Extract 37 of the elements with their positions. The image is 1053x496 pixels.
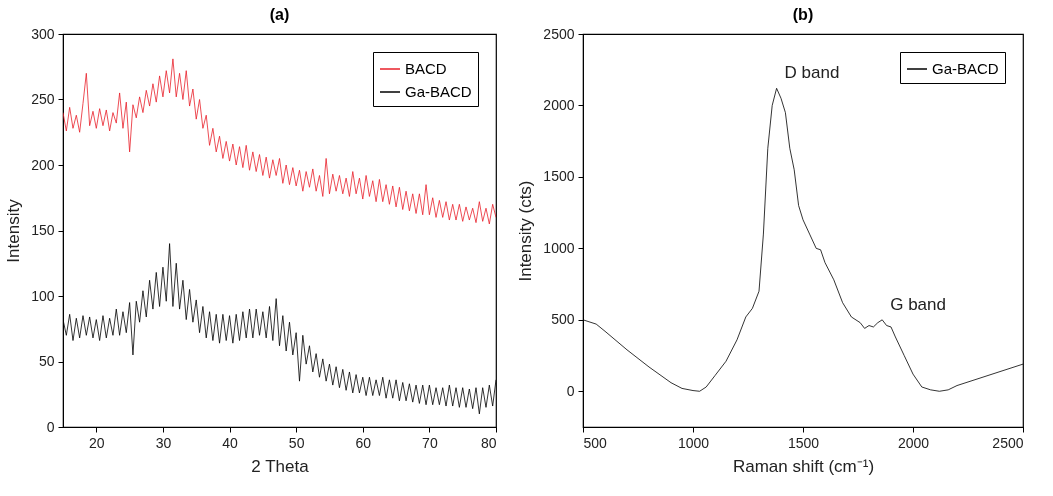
y-tick-label: 1000 — [543, 239, 575, 256]
legend-label: Ga-BACD — [405, 83, 472, 100]
y-axis-title: Intensity — [4, 198, 24, 263]
x-axis-title: 2 Theta — [251, 456, 310, 476]
y-tick-label: 0 — [566, 382, 575, 399]
x-tick-label: 20 — [89, 434, 105, 451]
x-tick-label: 40 — [222, 434, 239, 451]
y-tick-label: 0 — [46, 418, 55, 435]
x-tick-label: 500 — [583, 434, 608, 451]
x-tick-label: 2500 — [992, 434, 1024, 451]
y-tick-label: 250 — [31, 91, 55, 107]
y-axis-title: Intensity (cts) — [516, 180, 536, 282]
line-series — [63, 58, 496, 225]
x-tick-label: 60 — [355, 434, 372, 451]
y-tick-label: 100 — [31, 287, 55, 304]
x-tick-label: 2000 — [897, 434, 930, 451]
y-tick-label: 50 — [38, 353, 55, 369]
annotation: D band — [784, 63, 840, 83]
x-tick-label: 50 — [288, 434, 305, 451]
y-tick-label: 150 — [31, 222, 55, 238]
y-tick-label: 500 — [551, 311, 575, 328]
legend-label: BACD — [405, 60, 447, 77]
y-tick-label: 2000 — [543, 96, 575, 113]
x-axis-title: Raman shift (cm⁻¹) — [732, 456, 875, 476]
x-tick-label: 1000 — [677, 434, 710, 451]
x-tick-label: 80 — [480, 434, 497, 451]
chart-title: (a) — [269, 6, 290, 23]
y-tick-label: 1500 — [543, 168, 575, 185]
legend-label: Ga-BACD — [932, 60, 999, 77]
y-tick-label: 200 — [31, 156, 55, 173]
y-tick-label: 2500 — [543, 25, 575, 42]
x-tick-label: 30 — [155, 434, 172, 451]
y-tick-label: 300 — [31, 25, 55, 42]
x-tick-label: 1500 — [787, 434, 820, 451]
annotation: G band — [890, 294, 946, 314]
x-tick-label: 70 — [422, 434, 438, 451]
chart-title: (b) — [792, 6, 814, 23]
